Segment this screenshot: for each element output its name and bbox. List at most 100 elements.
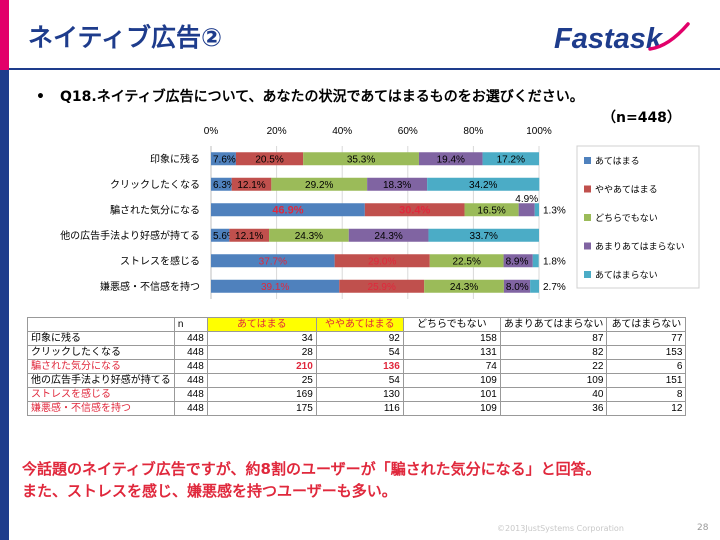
question: • Q18.ネイティブ広告について、あなたの状況であてはまるものをお選びください。 bbox=[36, 86, 584, 106]
legend-label: あてはまる bbox=[595, 156, 640, 167]
legend-label: あまりあてはまらない bbox=[595, 242, 685, 253]
cell-n: 448 bbox=[173, 359, 208, 374]
cell-not-applies: 12 bbox=[606, 401, 687, 416]
data-label: 17.2% bbox=[497, 154, 525, 165]
legend-box bbox=[576, 145, 700, 289]
category-label: 印象に残る bbox=[150, 152, 200, 165]
cell-not-applies: 153 bbox=[606, 345, 687, 360]
cell-rarely-applies: 109 bbox=[499, 373, 608, 388]
cell-applies: 169 bbox=[206, 387, 317, 402]
data-label: 19.4% bbox=[437, 154, 465, 165]
cell-neutral: 101 bbox=[402, 387, 501, 402]
data-label: 12.1% bbox=[235, 231, 263, 242]
cell-applies: 25 bbox=[206, 373, 317, 388]
summary-line-1: 今話題のネイティブ広告ですが、約8割のユーザーが「騙された気分になる」と回答。 bbox=[22, 460, 601, 478]
x-tick-label: 100% bbox=[526, 126, 552, 137]
table-row: クリックしたくなる 448 28 54 131 82 153 bbox=[27, 345, 687, 360]
data-label: 39.1% bbox=[261, 282, 289, 293]
bar-segment bbox=[211, 228, 230, 242]
bar-segment bbox=[367, 177, 428, 191]
bar-segment bbox=[534, 203, 539, 217]
bar-segment bbox=[271, 177, 368, 191]
bar-segment bbox=[211, 203, 365, 217]
cell-n: 448 bbox=[173, 331, 208, 346]
cell-somewhat-applies: 136 bbox=[315, 359, 404, 374]
cell-neutral: 158 bbox=[402, 331, 501, 346]
legend-swatch bbox=[584, 242, 591, 250]
legend-swatch bbox=[584, 214, 591, 221]
category-label: ストレスを感じる bbox=[120, 254, 200, 267]
cell-applies: 175 bbox=[206, 401, 317, 416]
category-label: 嫌悪感・不信感を持つ bbox=[100, 280, 200, 293]
side-accent bbox=[0, 0, 9, 70]
bar-segment bbox=[211, 279, 340, 293]
cell-n: 448 bbox=[173, 401, 208, 416]
cell-n: 448 bbox=[173, 345, 208, 360]
row-label: クリックしたくなる bbox=[27, 345, 175, 360]
data-label: 30.4% bbox=[399, 204, 430, 216]
bar-segment bbox=[418, 152, 483, 166]
table-row: 騙された気分になる 448 210 136 74 22 6 bbox=[27, 359, 687, 374]
bar-segment bbox=[211, 254, 335, 268]
cell-neutral: 109 bbox=[402, 373, 501, 388]
data-label: 24.3% bbox=[374, 231, 402, 242]
side-bar bbox=[0, 0, 9, 540]
data-label: 1.3% bbox=[543, 205, 566, 216]
stacked-bar-chart: 0% 20% 40% 60% 80% 100% 印象に残る 7.6% 20.5% 35.3% 19.… bbox=[60, 126, 700, 299]
data-label: 8.9% bbox=[506, 256, 529, 267]
legend-swatch bbox=[584, 185, 591, 193]
bar-segment bbox=[235, 152, 304, 166]
category-label: 騙された気分になる bbox=[110, 203, 200, 216]
data-label: 16.5% bbox=[477, 205, 505, 216]
data-label: 7.6% bbox=[213, 154, 236, 165]
cell-not-applies: 151 bbox=[606, 373, 687, 388]
data-label: 5.6% bbox=[213, 231, 236, 242]
header-cell-neutral: どちらでもない bbox=[402, 317, 501, 332]
logo-text: Fastask bbox=[554, 23, 664, 55]
bar-segment bbox=[503, 254, 533, 268]
fastask-logo: Fastask bbox=[554, 22, 690, 55]
question-bullet: • bbox=[36, 89, 45, 105]
row-label: 印象に残る bbox=[27, 331, 175, 346]
data-label: 18.3% bbox=[383, 180, 411, 191]
data-label: 6.3% bbox=[213, 180, 236, 191]
table-header-row: n あてはまる ややあてはまる どちらでもない あまりあてはまらない あてはまら… bbox=[27, 317, 687, 332]
header-cell-applies: あてはまる bbox=[206, 317, 317, 332]
question-text: Q18.ネイティブ広告について、あなたの状況であてはまるものをお選びください。 bbox=[60, 89, 584, 105]
legend-label: どちらでもない bbox=[595, 213, 658, 224]
bar-segment bbox=[339, 279, 425, 293]
cell-neutral: 74 bbox=[402, 359, 501, 374]
cell-not-applies: 8 bbox=[606, 387, 687, 402]
data-label: 34.2% bbox=[469, 180, 497, 191]
header-cell-somewhat-applies: ややあてはまる bbox=[315, 317, 404, 332]
logo-swoosh bbox=[648, 22, 690, 51]
page-title: ネイティブ広告② bbox=[28, 23, 223, 52]
x-tick-label: 20% bbox=[267, 126, 287, 137]
x-tick-label: 80% bbox=[463, 126, 483, 137]
header-cell-not-applies: あてはまらない bbox=[606, 317, 687, 332]
legend-swatch bbox=[584, 157, 591, 164]
row-label: 騙された気分になる bbox=[27, 359, 175, 374]
data-label: 22.5% bbox=[452, 256, 480, 267]
cell-somewhat-applies: 92 bbox=[315, 331, 404, 346]
header-cell-empty bbox=[27, 317, 175, 332]
data-label: 29.2% bbox=[305, 180, 333, 191]
row-label: 他の広告手法より好感が持てる bbox=[27, 373, 175, 388]
data-label: 2.7% bbox=[543, 282, 566, 293]
bar-segment bbox=[348, 228, 429, 242]
cell-neutral: 131 bbox=[402, 345, 501, 360]
category-label: クリックしたくなる bbox=[110, 179, 200, 191]
table-row: ストレスを感じる 448 169 130 101 40 8 bbox=[27, 387, 687, 402]
row-label: 嫌悪感・不信感を持つ bbox=[27, 401, 175, 416]
bar-segment bbox=[427, 177, 540, 191]
row-label: ストレスを感じる bbox=[27, 387, 175, 402]
summary-line-2: また、ストレスを感じ、嫌悪感を持つユーザーも多い。 bbox=[22, 482, 397, 500]
cell-n: 448 bbox=[173, 373, 208, 388]
bar-segment bbox=[231, 177, 272, 191]
bar-segment bbox=[530, 279, 539, 293]
legend-label: あてはまらない bbox=[595, 270, 658, 281]
data-label: 4.9% bbox=[515, 194, 538, 205]
bar-segment bbox=[532, 254, 539, 268]
cell-rarely-applies: 36 bbox=[499, 401, 608, 416]
bar-segment bbox=[211, 177, 232, 191]
